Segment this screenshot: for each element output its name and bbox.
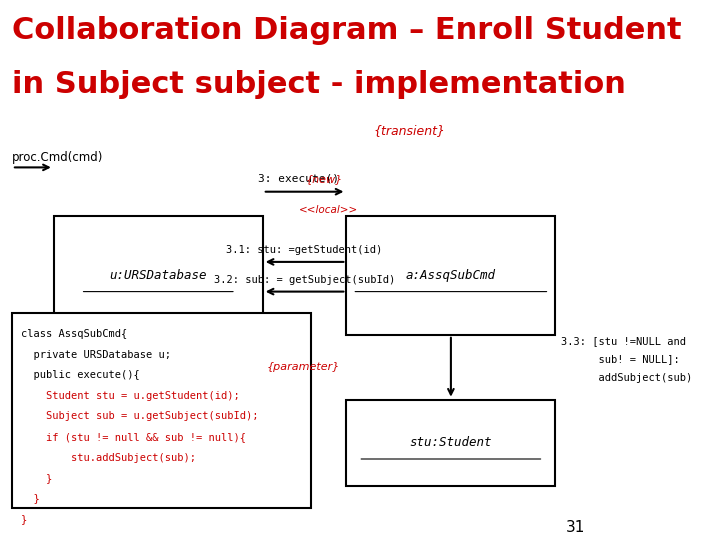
Text: }: }	[21, 514, 27, 524]
Text: 3.2: sub: = getSubject(subId): 3.2: sub: = getSubject(subId)	[214, 275, 395, 285]
Text: 3.1: stu: =getStudent(id): 3.1: stu: =getStudent(id)	[227, 245, 383, 255]
Text: stu.addSubject(sub);: stu.addSubject(sub);	[21, 453, 196, 463]
Text: }: }	[21, 494, 40, 504]
Text: proc.Cmd(cmd): proc.Cmd(cmd)	[12, 151, 103, 164]
Text: 3: execute(): 3: execute()	[258, 173, 339, 184]
Text: sub! = NULL]:: sub! = NULL]:	[562, 354, 680, 364]
Text: 3.3: [stu !=NULL and: 3.3: [stu !=NULL and	[562, 335, 686, 346]
Text: {parameter}: {parameter}	[267, 362, 341, 372]
Text: if (stu != null && sub != null){: if (stu != null && sub != null){	[21, 432, 246, 442]
Text: Student stu = u.getStudent(id);: Student stu = u.getStudent(id);	[21, 391, 240, 401]
Text: <<local>>: <<local>>	[299, 205, 358, 215]
Text: private URSDatabase u;: private URSDatabase u;	[21, 350, 171, 360]
Text: {transient}: {transient}	[373, 124, 445, 137]
Text: u:URSDatabase: u:URSDatabase	[109, 269, 207, 282]
Bar	[346, 216, 555, 335]
Text: 31: 31	[566, 519, 585, 535]
Bar	[12, 313, 310, 508]
Text: }: }	[21, 473, 52, 483]
Text: {new}: {new}	[306, 173, 343, 184]
Text: in Subject subject - implementation: in Subject subject - implementation	[12, 70, 626, 99]
Bar	[54, 216, 263, 335]
Text: public execute(){: public execute(){	[21, 370, 140, 381]
Bar	[346, 400, 555, 486]
Text: Subject sub = u.getSubject(subId);: Subject sub = u.getSubject(subId);	[21, 411, 258, 422]
Text: class AssqSubCmd{: class AssqSubCmd{	[21, 329, 127, 340]
Text: stu:Student: stu:Student	[410, 436, 492, 449]
Text: a:AssqSubCmd: a:AssqSubCmd	[406, 269, 496, 282]
Text: Collaboration Diagram – Enroll Student: Collaboration Diagram – Enroll Student	[12, 16, 682, 45]
Text: addSubject(sub): addSubject(sub)	[562, 373, 693, 383]
